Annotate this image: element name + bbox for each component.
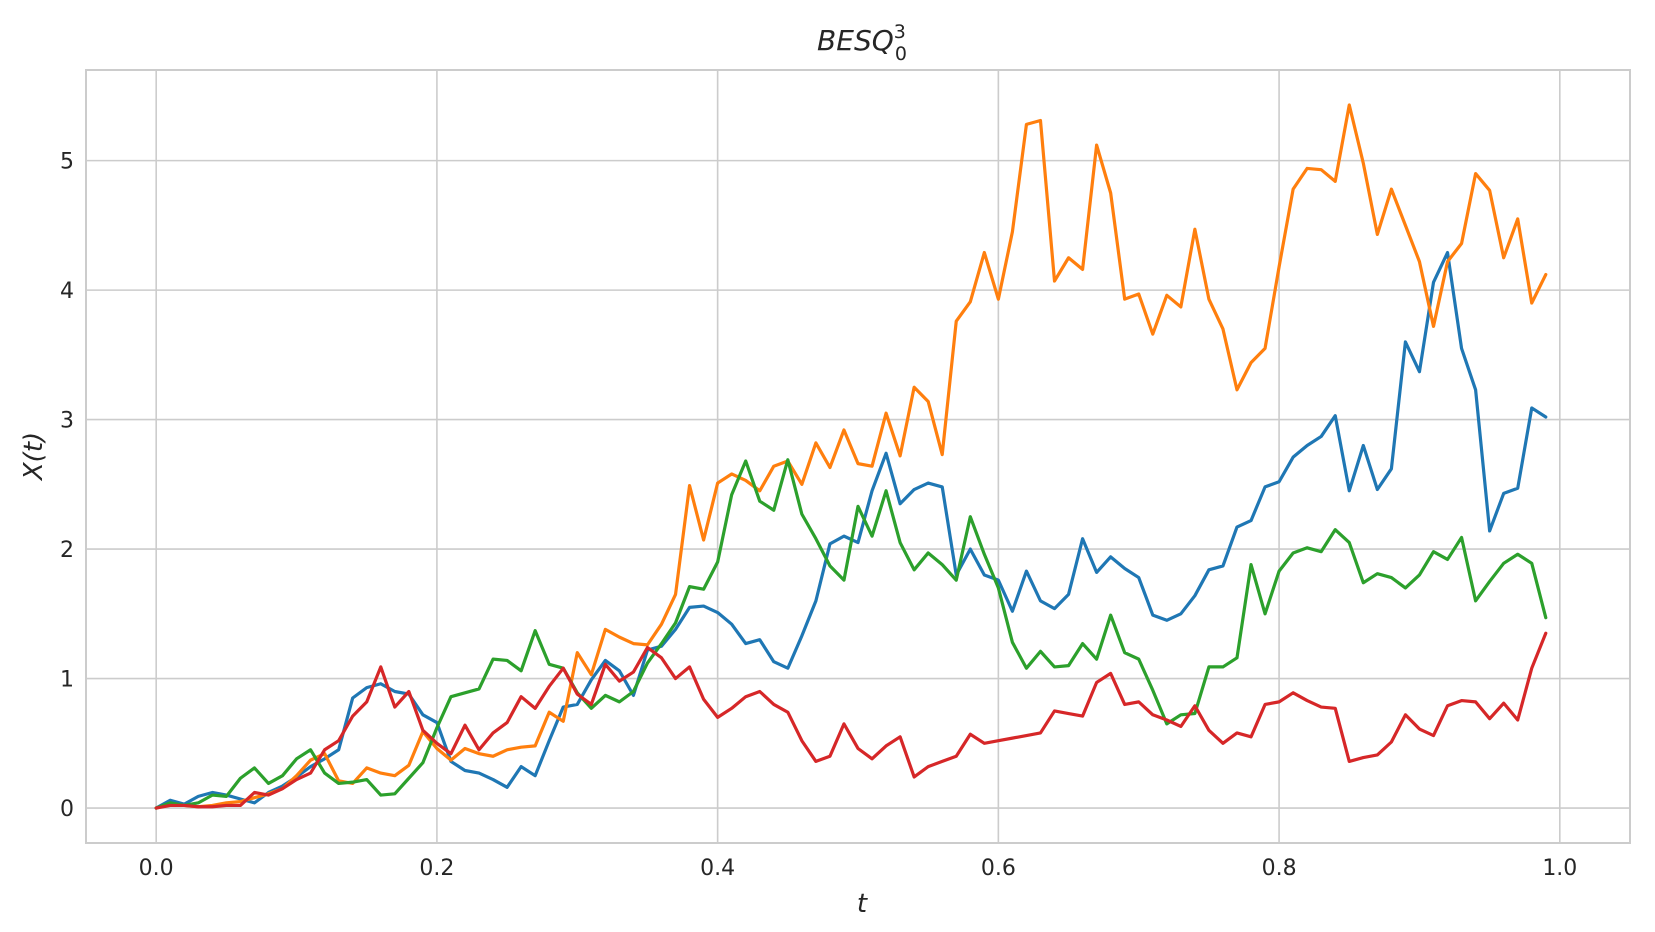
series-line-4 [154,631,1548,810]
y-tick-label: 3 [60,409,74,434]
x-tick-label: 0.8 [1262,856,1297,881]
series-line-2 [154,103,1548,810]
y-axis-ticks: 0 1 2 3 4 5 [60,150,74,822]
x-tick-label: 0.6 [981,856,1016,881]
y-tick-label: 1 [60,668,74,693]
chart-title: BESQ3 0 [817,21,907,65]
x-axis-ticks: 0.0 0.2 0.4 0.6 0.8 1.0 [139,856,1578,881]
series-group [154,103,1548,810]
y-axis-label: X(t) [19,432,49,482]
x-tick-label: 0.2 [419,856,454,881]
y-tick-label: 0 [60,797,74,822]
plot-frame [85,69,1631,844]
y-tick-label: 4 [60,279,74,304]
grid [86,70,1630,843]
series-line-3 [154,458,1548,810]
x-tick-label: 1.0 [1542,856,1577,881]
x-tick-label: 0.0 [139,856,174,881]
chart-title-superscript: 3 [894,21,906,43]
y-tick-label: 2 [60,538,74,563]
x-axis-label: t [857,889,868,919]
chart-title-base: BESQ [817,24,894,57]
x-tick-label: 0.4 [700,856,735,881]
y-tick-label: 5 [60,150,74,175]
chart-title-subscript: 0 [895,43,907,65]
